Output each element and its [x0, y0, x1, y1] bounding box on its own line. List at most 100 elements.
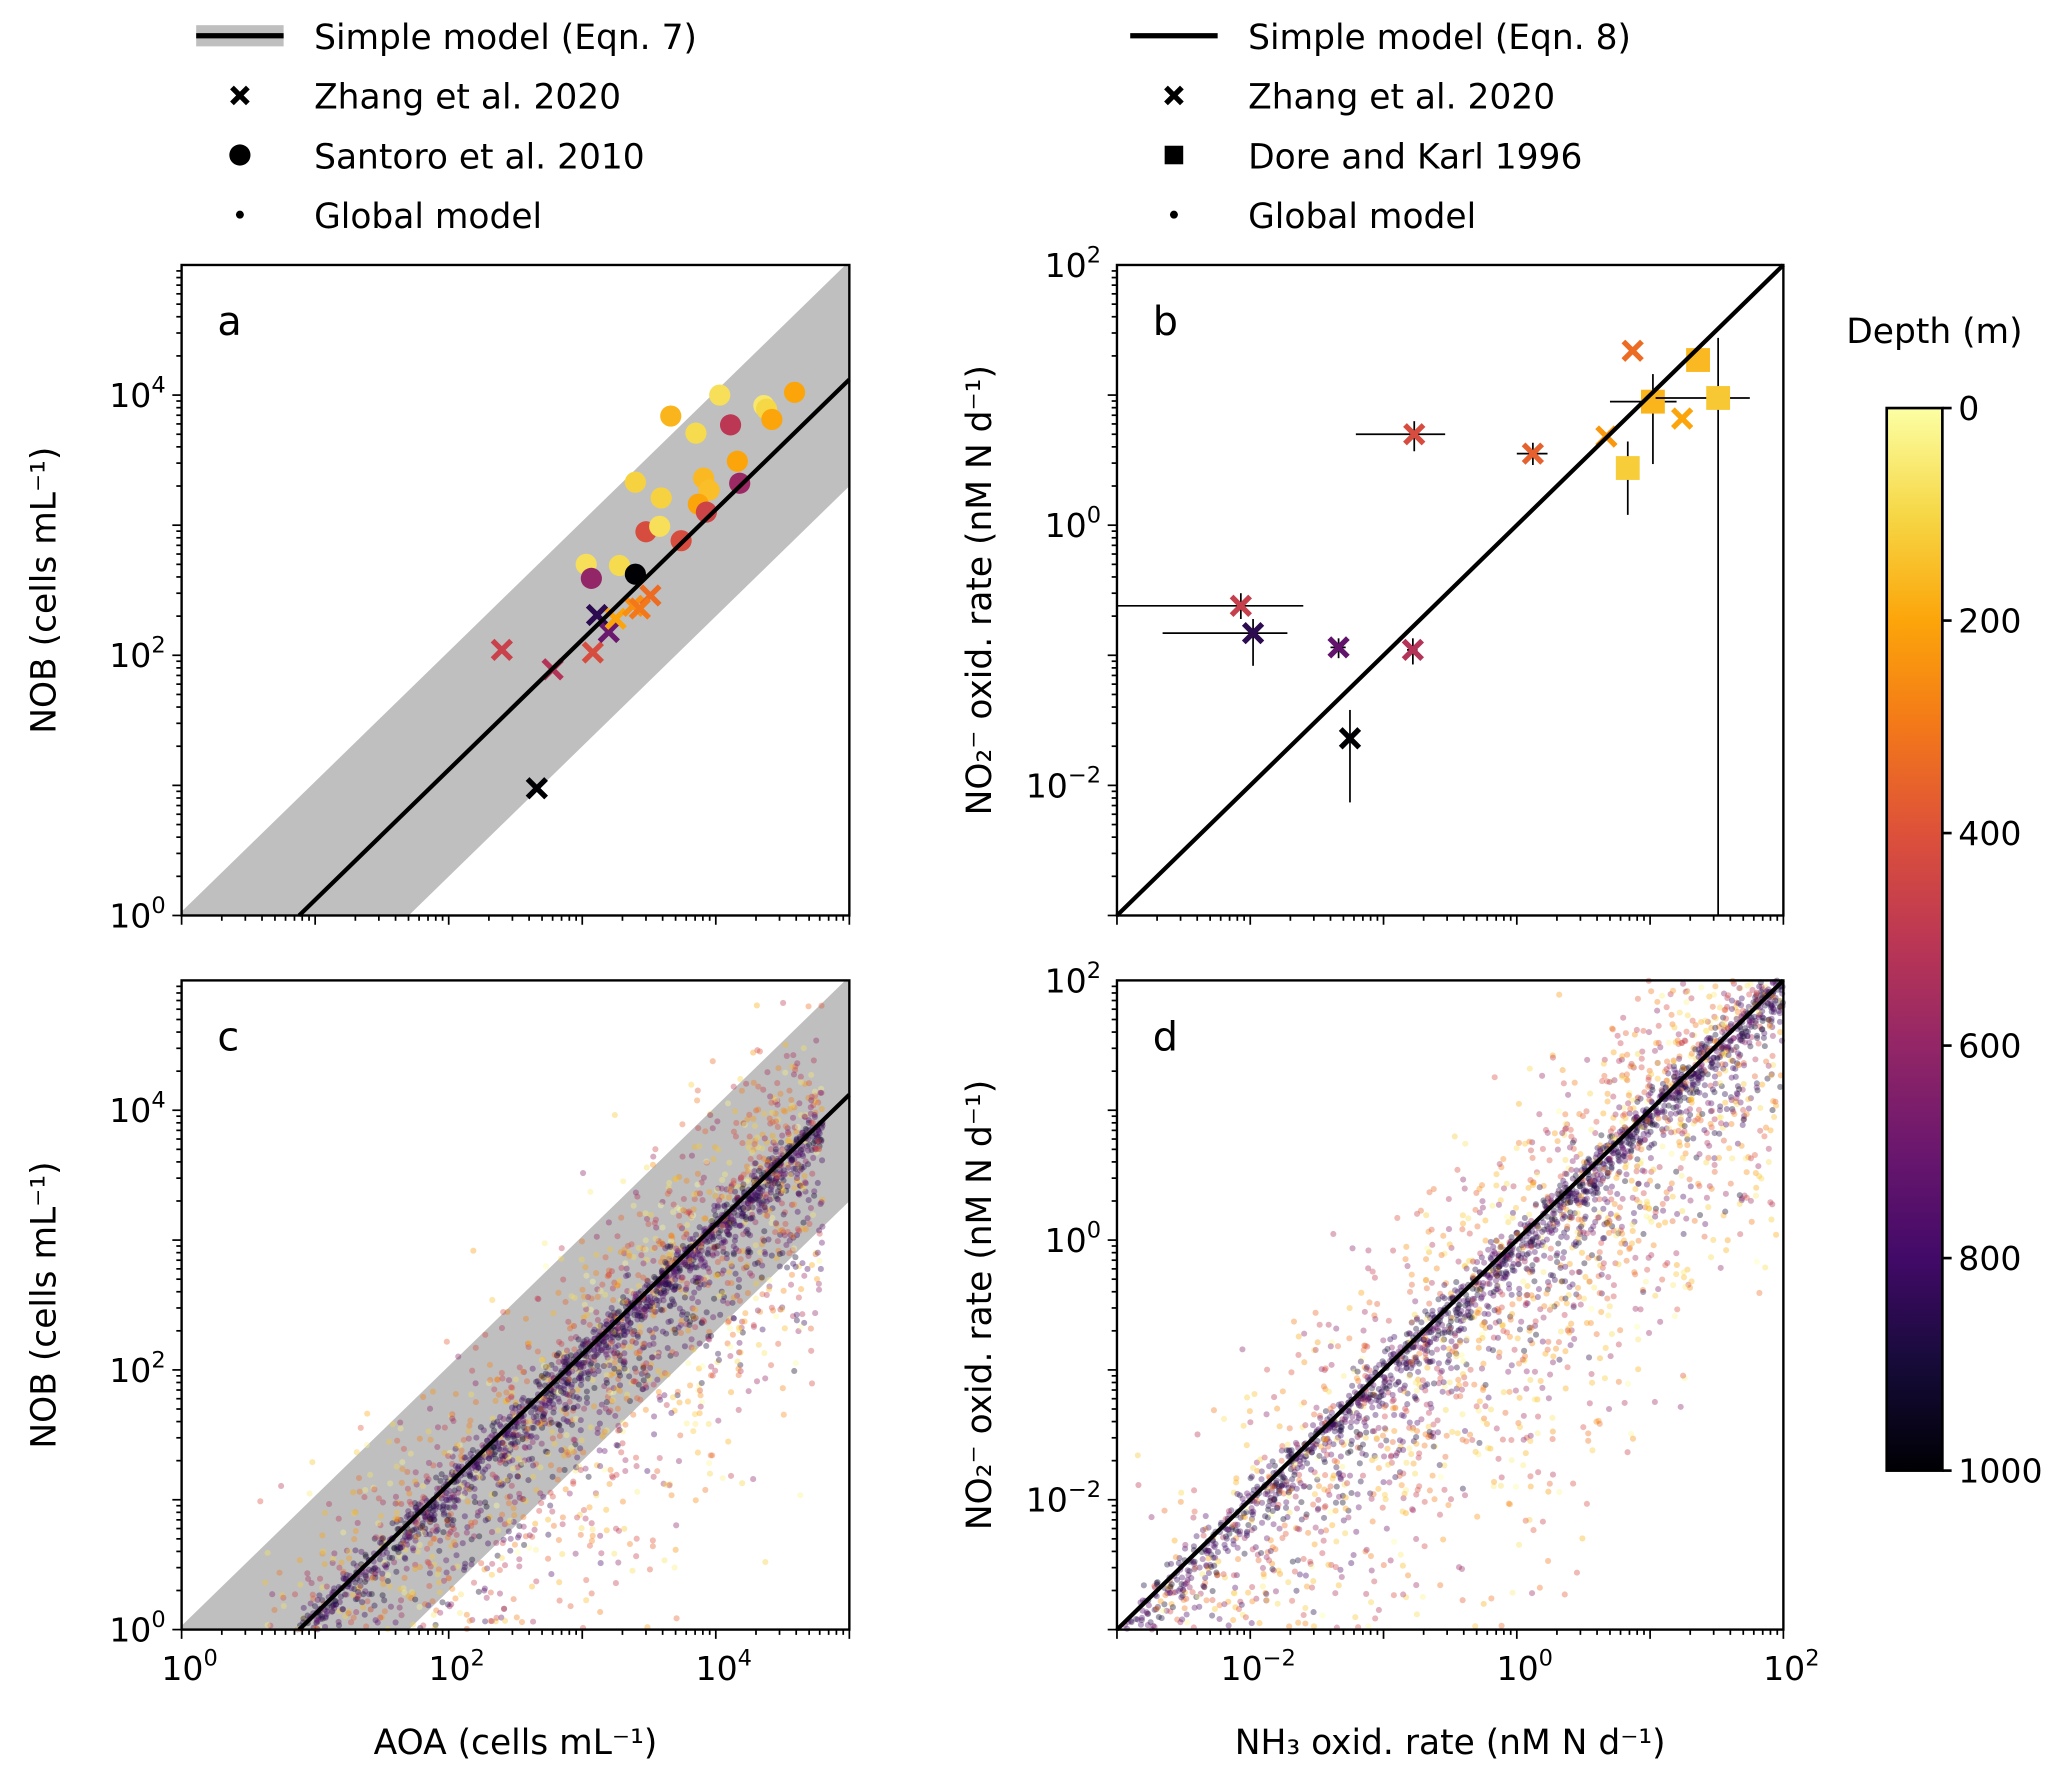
global-model-point: [469, 1447, 476, 1454]
zhang-point: [597, 620, 620, 644]
global-model-point: [514, 1473, 521, 1480]
global-model-point: [353, 1449, 360, 1456]
global-model-point: [472, 1344, 479, 1351]
global-model-point: [731, 1209, 738, 1216]
global-model-point: [465, 1435, 472, 1442]
global-model-point: [1276, 1525, 1283, 1532]
global-model-point: [755, 1197, 762, 1204]
global-model-point: [578, 1377, 585, 1384]
global-model-point: [666, 1188, 673, 1195]
global-model-point: [686, 1255, 693, 1262]
global-model-point: [345, 1608, 352, 1615]
global-model-point: [512, 1402, 519, 1409]
global-model-point: [726, 1224, 733, 1231]
global-model-point: [387, 1480, 394, 1487]
global-model-point: [1390, 1592, 1397, 1599]
global-model-point: [397, 1516, 404, 1524]
global-model-point: [794, 1208, 801, 1215]
global-model-point: [1605, 1405, 1613, 1413]
global-model-point: [1320, 1514, 1328, 1521]
global-model-point: [674, 1392, 681, 1399]
global-model-point: [1583, 1319, 1590, 1327]
global-model-point: [505, 1377, 513, 1384]
global-model-point: [597, 1560, 604, 1567]
global-model-point: [499, 1439, 506, 1446]
global-model-point: [509, 1465, 517, 1472]
global-model-point: [469, 1556, 476, 1563]
global-model-point: [447, 1511, 455, 1518]
global-model-point: [372, 1534, 380, 1541]
global-model-point: [611, 1550, 618, 1557]
global-model-point: [717, 1311, 724, 1318]
global-model-point: [514, 1438, 521, 1446]
global-model-point: [479, 1474, 486, 1481]
global-model-point: [534, 1295, 541, 1302]
global-model-point: [562, 1401, 569, 1408]
global-model-point: [760, 1198, 767, 1205]
global-model-point: [605, 1311, 612, 1318]
global-model-point: [395, 1549, 402, 1556]
global-model-point: [684, 1263, 691, 1270]
global-model-point: [1574, 1284, 1582, 1291]
global-model-point: [725, 1225, 732, 1232]
global-model-point: [1757, 1104, 1764, 1112]
global-model-point: [431, 1511, 438, 1519]
global-model-point: [741, 1121, 748, 1128]
global-model-point: [463, 1611, 470, 1618]
global-model-point: [508, 1392, 515, 1400]
global-model-point: [1459, 1212, 1466, 1219]
global-model-point: [797, 1182, 804, 1189]
global-model-point: [1415, 1368, 1422, 1375]
global-model-point: [683, 1315, 690, 1322]
global-model-point: [560, 1416, 567, 1423]
y-tick-label: 102: [109, 633, 165, 676]
global-model-point: [1368, 1567, 1375, 1574]
global-model-point: [695, 1284, 703, 1291]
global-model-point: [730, 1177, 737, 1184]
global-model-point: [801, 1319, 808, 1326]
global-model-point: [1238, 1601, 1245, 1608]
global-model-point: [721, 1202, 728, 1209]
global-model-point: [709, 1125, 716, 1132]
global-model-point: [1481, 1259, 1488, 1266]
global-model-point: [399, 1465, 406, 1473]
global-model-point: [1496, 1160, 1503, 1168]
global-model-point: [1346, 1335, 1353, 1342]
global-model-point: [441, 1449, 448, 1457]
global-model-point: [520, 1394, 527, 1401]
global-model-point: [1610, 1282, 1617, 1289]
global-model-point: [775, 1247, 782, 1254]
global-model-point: [607, 1246, 614, 1253]
global-model-point: [1654, 998, 1661, 1005]
global-model-point: [672, 1285, 679, 1292]
global-model-point: [1561, 1591, 1568, 1598]
global-model-point: [397, 1586, 404, 1593]
global-model-point: [353, 1563, 361, 1570]
global-model-point: [728, 1182, 735, 1189]
global-model-point: [652, 1308, 659, 1315]
global-model-point: [449, 1411, 456, 1418]
global-model-point: [363, 1441, 370, 1449]
global-model-point: [655, 1237, 662, 1245]
global-model-point: [1722, 1190, 1729, 1197]
global-model-point: [510, 1518, 517, 1525]
global-model-point: [766, 1276, 773, 1284]
global-model-point: [727, 1472, 735, 1479]
global-model-point: [564, 1380, 571, 1387]
global-model-point: [1549, 1359, 1557, 1366]
global-model-point: [565, 1318, 572, 1325]
global-model-point: [386, 1438, 393, 1445]
global-model-point: [1610, 1049, 1617, 1056]
global-model-point: [1221, 1541, 1228, 1548]
global-model-point: [788, 1096, 795, 1103]
global-model-point: [603, 1379, 610, 1386]
global-model-point: [541, 1408, 549, 1416]
global-model-point: [615, 1342, 622, 1349]
global-model-point: [790, 1201, 798, 1208]
global-model-point: [1258, 1476, 1265, 1483]
global-model-point: [802, 1188, 809, 1195]
global-model-point: [809, 1211, 817, 1218]
global-model-point: [793, 1135, 800, 1142]
global-model-point: [532, 1520, 539, 1527]
global-model-point: [1333, 1464, 1340, 1471]
